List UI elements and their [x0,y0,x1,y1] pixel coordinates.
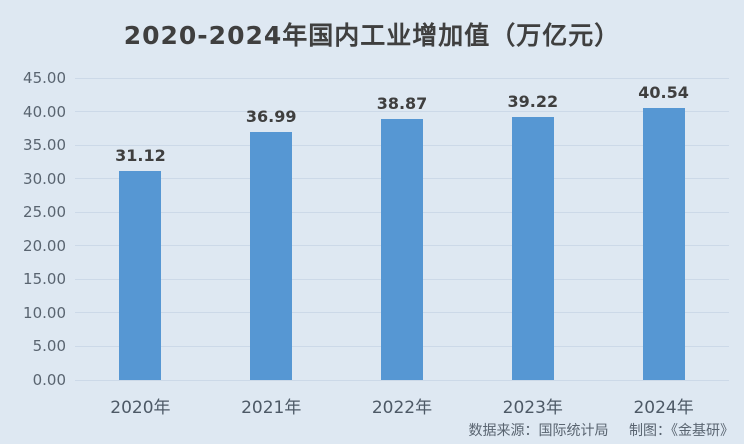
footer-note: 数据来源：国际统计局 制图：《金基研》 [469,420,734,440]
bar [380,119,423,380]
chart-credit-label: 制图：《金基研》 [629,423,734,439]
x-tick-label: 2021年 [241,398,302,418]
gridline [75,111,729,113]
y-tick-label: 35.00 [23,136,66,155]
y-axis: 0.00 5.00 10.00 15.00 20.00 25.00 30.00 35.00 40… [0,69,66,389]
bar-column: 36.99 [206,78,337,380]
x-tick-label: 2023年 [502,398,563,418]
bar-value-label: 38.87 [376,94,428,114]
y-tick-label: 30.00 [23,169,66,188]
bar-column: 38.87 [337,78,468,380]
chart-title: 2020-2024年国内工业增加值（万亿元） [123,21,621,50]
y-tick-label: 5.00 [32,337,66,356]
bar [250,131,293,380]
bar-value-label: 31.12 [115,146,166,166]
x-tick-label: 2020年 [110,398,171,418]
plot-area: 31.12 36.99 38.87 39.22 40.54 [75,77,729,381]
bar [511,116,554,380]
bar-columns: 31.12 36.99 38.87 39.22 40.54 [75,78,729,380]
y-tick-label: 25.00 [23,203,66,222]
gridline [75,379,729,381]
y-tick-label: 20.00 [23,236,66,255]
bar-value-label: 40.54 [638,82,689,102]
x-tick-label: 2024年 [633,398,694,418]
bar-value-label: 39.22 [507,91,559,111]
y-tick-label: 10.00 [23,303,66,322]
data-source-label: 数据来源：国际统计局 [468,423,609,439]
bar [642,107,685,380]
y-tick-label: 45.00 [23,69,66,87]
bar-value-label: 36.99 [245,106,297,126]
y-tick-label: 0.00 [32,371,66,389]
x-tick-label: 2022年 [371,398,433,418]
gridline [75,77,729,79]
bar [119,171,162,380]
y-tick-label: 40.00 [23,102,66,121]
bar-column: 40.54 [598,78,729,380]
bar-column: 39.22 [467,78,598,380]
y-tick-label: 15.00 [23,270,66,289]
x-axis: 2020年 2021年 2022年 2023年 2024年 [75,393,729,418]
bar-column: 31.12 [75,78,206,380]
